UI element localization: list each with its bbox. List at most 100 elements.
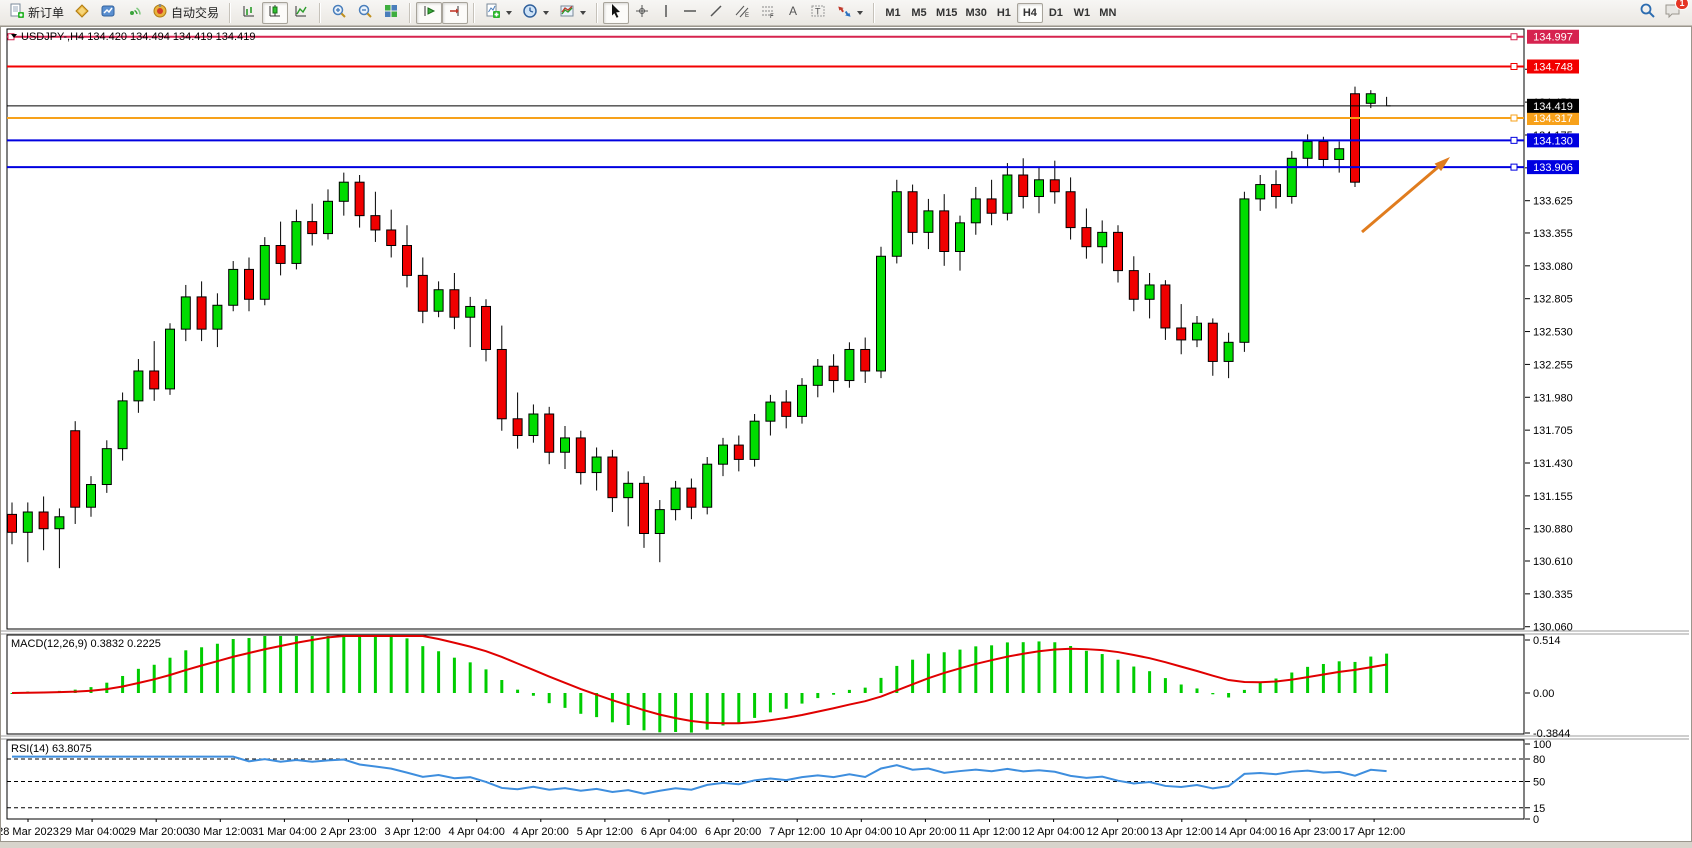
toolbar-separator (473, 2, 476, 23)
horizontal-line-tool-button[interactable] (677, 2, 703, 24)
trendline-tool-button[interactable] (703, 2, 729, 24)
text-tool-button[interactable]: A (781, 2, 805, 24)
macd-histogram-bar (974, 646, 978, 693)
text-label-tool-button[interactable]: T (805, 2, 831, 24)
vertical-line-tool-button[interactable] (655, 2, 677, 24)
zoom-in-button[interactable] (326, 2, 352, 24)
chat-button[interactable]: 1 (1664, 0, 1689, 24)
macd-histogram-bar (294, 636, 298, 693)
autotrading-label: 自动交易 (171, 6, 220, 20)
macd-histogram-bar (705, 693, 709, 730)
timeframe-h4-button[interactable]: H4 (1016, 2, 1043, 23)
line-chart-button[interactable] (288, 2, 314, 24)
macd-histogram-bar (200, 647, 204, 693)
text-label-icon: T (810, 3, 826, 22)
search-icon[interactable] (1639, 2, 1656, 24)
price-level-label: 133.906 (1533, 162, 1573, 174)
trendline-icon (708, 3, 724, 22)
svg-text:F: F (770, 14, 774, 19)
chart-canvas[interactable]: 134.725134.450134.175133.900133.625133.3… (1, 27, 1692, 843)
toolbar-separator (319, 2, 322, 23)
macd-histogram-bar (768, 693, 772, 713)
notification-badge: 1 (1675, 0, 1689, 10)
crosshair-icon (634, 3, 650, 22)
timeframe-m5-button[interactable]: M5 (911, 6, 927, 19)
channel-tool-button[interactable]: E (729, 2, 755, 24)
timeframe-w1-button[interactable]: W1 (1073, 6, 1091, 19)
price-level-label: 134.317 (1533, 113, 1573, 125)
indicators-button[interactable] (480, 2, 517, 24)
macd-histogram-bar (610, 693, 614, 723)
bar-chart-icon (241, 3, 257, 22)
chart-shift-button[interactable] (442, 1, 469, 24)
x-axis-label: 7 Apr 12:00 (769, 826, 825, 838)
signals-button[interactable] (121, 2, 147, 24)
timeframe-m30-button[interactable]: M30 (965, 6, 987, 19)
rsi-axis-tick: 15 (1533, 803, 1545, 815)
templates-button[interactable] (554, 2, 591, 24)
x-axis-label: 31 Mar 04:00 (252, 826, 317, 838)
rsi-line (12, 755, 1387, 795)
y-axis-tick: 130.060 (1533, 622, 1573, 634)
autotrading-icon (152, 3, 168, 22)
bar-chart-button[interactable] (236, 2, 262, 24)
macd-histogram-bar (500, 680, 504, 693)
rsi-axis-tick: 80 (1533, 754, 1545, 766)
timeframe-mn-button[interactable]: MN (1099, 6, 1117, 19)
timeframe-m15-button[interactable]: M15 (936, 6, 958, 19)
periods-button[interactable] (517, 2, 554, 24)
macd-histogram-bar (642, 693, 646, 731)
new-order-icon (9, 3, 25, 22)
macd-histogram-bar (895, 665, 899, 693)
indicators-icon (485, 3, 501, 22)
toolbar-separator (873, 2, 876, 23)
macd-histogram-bar (437, 651, 441, 693)
price-level-label: 134.130 (1533, 135, 1573, 147)
svg-text:T: T (815, 7, 821, 17)
cursor-tool-button[interactable] (603, 1, 630, 24)
price-level-label: 134.748 (1533, 62, 1573, 74)
x-axis-label: 3 Apr 12:00 (384, 826, 440, 838)
zoom-out-button[interactable] (352, 2, 378, 24)
autotrading-button[interactable]: 自动交易 (147, 2, 224, 24)
timeframe-h1-button[interactable]: H1 (996, 6, 1011, 19)
macd-histogram-bar (990, 645, 994, 693)
tile-windows-button[interactable] (378, 2, 404, 24)
x-axis-label: 12 Apr 04:00 (1022, 826, 1084, 838)
macd-histogram-bar (1195, 688, 1199, 693)
y-axis-tick: 130.335 (1533, 589, 1573, 601)
auto-scroll-button[interactable] (416, 1, 443, 24)
macd-histogram-bar (1084, 650, 1088, 693)
macd-histogram-bar (121, 675, 125, 693)
price-level-label: 134.997 (1533, 32, 1573, 44)
dropdown-caret-icon (857, 10, 864, 15)
fibonacci-tool-button[interactable]: F (755, 2, 781, 24)
timeframe-m1-button[interactable]: M1 (885, 6, 901, 19)
y-axis-tick: 133.355 (1533, 228, 1573, 240)
new-order-button[interactable]: 新订单 (4, 2, 69, 24)
macd-histogram-bar (468, 662, 472, 693)
x-axis-label: 29 Mar 04:00 (60, 826, 125, 838)
status-strip (0, 842, 1692, 848)
macd-histogram-bar (405, 638, 409, 693)
macd-histogram-bar (721, 693, 725, 726)
candlestick-chart-button[interactable] (262, 1, 289, 24)
macd-histogram-bar (326, 636, 330, 693)
macd-histogram-bar (1069, 645, 1073, 693)
rsi-axis-tick: 50 (1533, 777, 1545, 789)
macd-histogram-bar (184, 650, 188, 693)
data-window-button[interactable] (95, 2, 121, 24)
macd-histogram-bar (658, 693, 662, 733)
timeframe-d1-button[interactable]: D1 (1048, 6, 1063, 19)
market-watch-button[interactable] (69, 2, 95, 24)
arrows-tool-button[interactable] (831, 2, 868, 24)
macd-histogram-bar (484, 669, 488, 693)
macd-histogram-bar (879, 677, 883, 693)
macd-histogram-bar (1227, 693, 1231, 698)
macd-histogram-bar (421, 646, 425, 693)
macd-histogram-bar (1179, 684, 1183, 693)
zoom-in-icon (331, 3, 347, 22)
macd-histogram-bar (1053, 642, 1057, 693)
arrows-shapes-icon (836, 3, 852, 22)
crosshair-tool-button[interactable] (629, 2, 655, 24)
